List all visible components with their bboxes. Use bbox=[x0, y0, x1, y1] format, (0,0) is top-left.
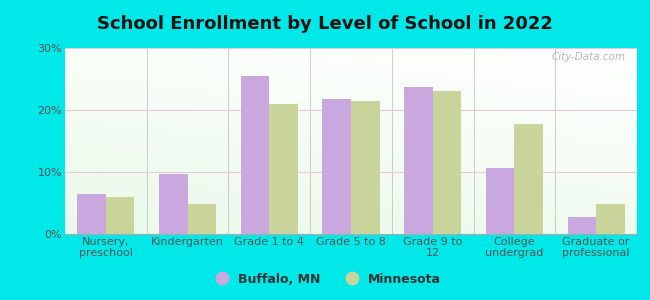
Bar bbox=[567, 217, 596, 234]
Bar bbox=[486, 168, 514, 234]
Bar bbox=[514, 124, 543, 234]
Bar bbox=[77, 194, 106, 234]
Legend: Buffalo, MN, Minnesota: Buffalo, MN, Minnesota bbox=[204, 268, 446, 291]
Bar bbox=[596, 204, 625, 234]
Bar bbox=[106, 197, 135, 234]
Bar bbox=[404, 87, 433, 234]
Text: School Enrollment by Level of School in 2022: School Enrollment by Level of School in … bbox=[97, 15, 553, 33]
Bar bbox=[351, 101, 380, 234]
Bar bbox=[269, 104, 298, 234]
Bar bbox=[188, 204, 216, 234]
Text: City-Data.com: City-Data.com bbox=[551, 52, 625, 62]
Bar bbox=[159, 174, 188, 234]
Bar bbox=[322, 99, 351, 234]
Bar bbox=[433, 92, 462, 234]
Bar bbox=[240, 76, 269, 234]
